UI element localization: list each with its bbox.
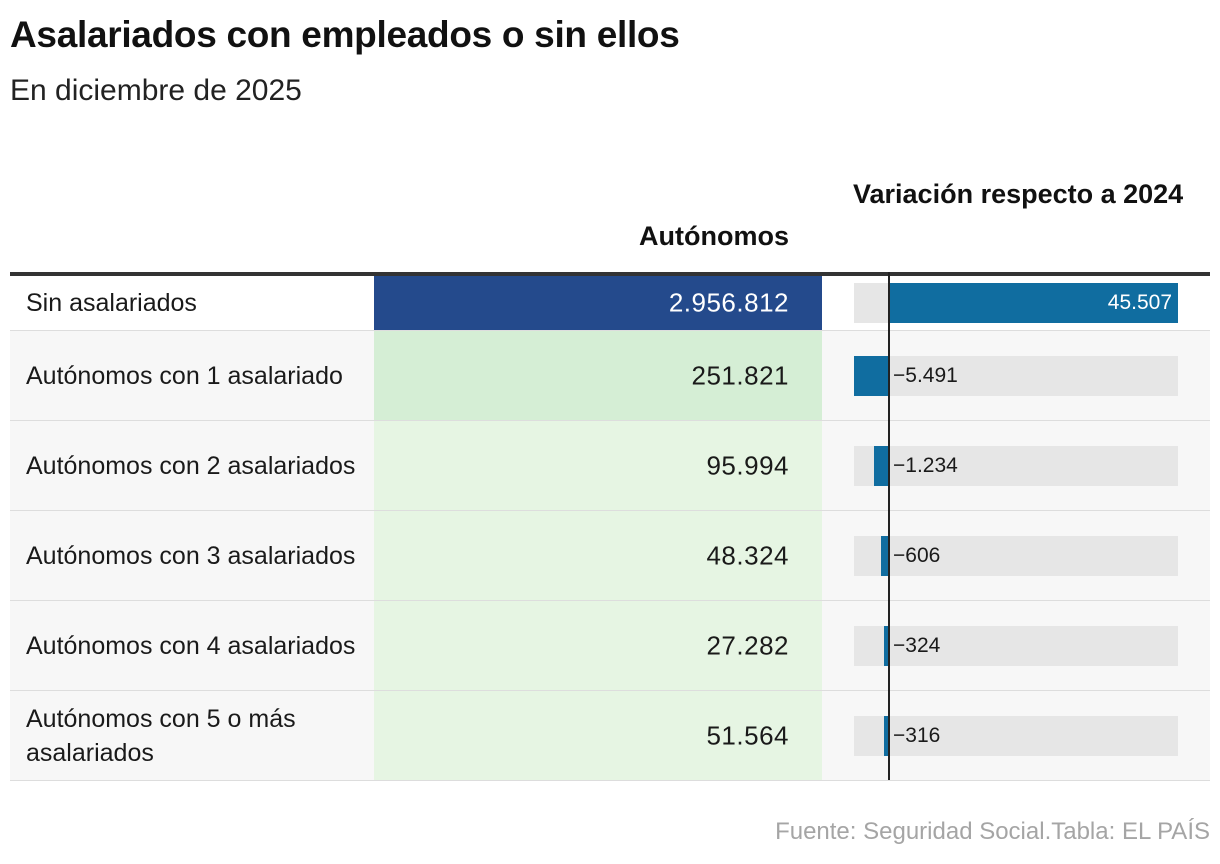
- variation-bar: [873, 445, 888, 486]
- variation-value: 45.507: [1107, 291, 1172, 314]
- autonomos-cell: 2.956.812: [374, 276, 822, 330]
- variation-track: −5.491: [854, 355, 1178, 396]
- autonomos-value: 48.324: [706, 540, 789, 570]
- variation-bar: [884, 625, 888, 666]
- autonomos-value: 251.821: [691, 360, 789, 390]
- column-header-autonomos: Autónomos: [639, 221, 789, 251]
- autonomos-value: 27.282: [706, 630, 789, 660]
- row-label: Autónomos con 2 asalariados: [26, 451, 356, 480]
- autonomos-cell: 51.564: [374, 691, 822, 780]
- table-row: Autónomos con 2 asalariados 95.994 −1.234: [10, 421, 1210, 511]
- variation-value: −324: [893, 633, 941, 657]
- row-label: Autónomos con 4 asalariados: [26, 631, 356, 660]
- variation-bar: [888, 283, 1178, 323]
- data-table: Sin asalariados 2.956.812 45.507 Autónomos …: [10, 272, 1210, 781]
- row-label: Autónomos con 5 o más asalariados: [26, 704, 296, 767]
- table-row: Autónomos con 5 o más asalariados 51.564 −…: [10, 691, 1210, 781]
- variation-track: −1.234: [854, 445, 1178, 486]
- table-row: Autónomos con 4 asalariados 27.282 −324: [10, 601, 1210, 691]
- autonomos-cell: 95.994: [374, 421, 822, 510]
- table-row: Autónomos con 3 asalariados 48.324 −606: [10, 511, 1210, 601]
- variation-track: 45.507: [854, 283, 1178, 323]
- chart-title: Asalariados con empleados o sin ellos: [10, 14, 680, 55]
- variation-track: −316: [854, 715, 1178, 756]
- variation-track: −606: [854, 535, 1178, 576]
- row-label: Sin asalariados: [26, 289, 197, 317]
- column-header-variacion: Variación respecto a 2024: [853, 179, 1184, 209]
- variation-value: −606: [893, 543, 941, 567]
- autonomos-cell: 251.821: [374, 331, 822, 420]
- variation-value: −1.234: [893, 453, 958, 477]
- autonomos-value: 51.564: [706, 720, 789, 750]
- variation-track: −324: [854, 625, 1178, 666]
- table-row: Sin asalariados 2.956.812 45.507: [10, 276, 1210, 331]
- variation-bar: [884, 715, 888, 756]
- chart-subtitle: En diciembre de 2025: [10, 74, 302, 107]
- autonomos-value: 95.994: [706, 450, 789, 480]
- autonomos-value: 2.956.812: [668, 287, 789, 318]
- row-label: Autónomos con 3 asalariados: [26, 541, 356, 570]
- source-note: Fuente: Seguridad Social.Tabla: EL PAÍS: [775, 818, 1210, 845]
- zero-axis-line: [888, 272, 890, 780]
- autonomos-cell: 27.282: [374, 601, 822, 690]
- row-label: Autónomos con 1 asalariado: [26, 361, 343, 390]
- variation-value: −316: [893, 723, 941, 747]
- autonomos-cell: 48.324: [374, 511, 822, 600]
- variation-bar: [881, 535, 888, 576]
- variation-value: −5.491: [893, 363, 958, 387]
- table-row: Autónomos con 1 asalariado 251.821 −5.491: [10, 331, 1210, 421]
- variation-bar: [854, 355, 888, 396]
